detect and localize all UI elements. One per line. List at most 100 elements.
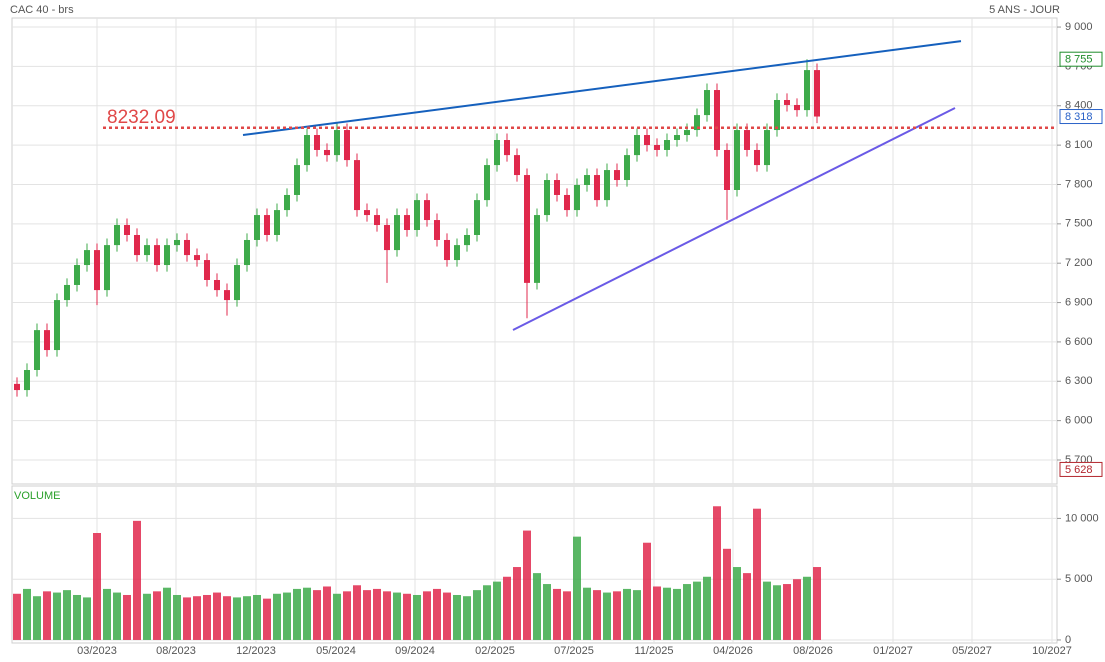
volume-bar [143, 593, 151, 640]
volume-bar [683, 584, 691, 640]
y-tick-label: 9 000 [1065, 21, 1093, 33]
volume-bar [593, 590, 601, 640]
candle-body [564, 194, 570, 211]
volume-bar [483, 585, 491, 640]
chart-title: CAC 40 - brs [10, 4, 74, 16]
candle-body [354, 160, 360, 211]
candle-body [404, 215, 410, 231]
volume-bar [403, 593, 411, 640]
candle-body [14, 383, 20, 391]
volume-bar [773, 585, 781, 640]
candle-body [164, 245, 170, 266]
volume-bar [543, 584, 551, 640]
candle-body [254, 215, 260, 240]
candle-body [124, 225, 130, 235]
volume-bar [273, 593, 281, 640]
candle-body [594, 175, 600, 201]
x-tick-label: 03/2023 [77, 645, 117, 657]
volume-bar [633, 590, 641, 640]
volume-bar [123, 594, 131, 640]
candle-body [734, 130, 740, 190]
x-tick-label: 08/2023 [156, 645, 196, 657]
candle-body [654, 144, 660, 150]
candle-body [264, 215, 270, 235]
trend-line [512, 107, 956, 331]
candle-body [154, 245, 160, 266]
candle-body [414, 200, 420, 231]
candle-body [84, 250, 90, 266]
candle-body [34, 330, 40, 370]
candle-body [644, 135, 650, 145]
volume-bar [463, 596, 471, 640]
candle-body [744, 130, 750, 150]
volume-bar [503, 576, 511, 640]
price-panel [11, 17, 1058, 485]
y-tick-label: 7 800 [1065, 178, 1093, 190]
candle-body [424, 200, 430, 221]
candle-body [664, 140, 670, 150]
x-tick-label: 09/2024 [395, 645, 435, 657]
price-tag [1059, 461, 1103, 477]
candle-body [104, 245, 110, 291]
candle-body [614, 170, 620, 181]
candle-body [374, 215, 380, 226]
candle-body [584, 175, 590, 186]
candle-body [174, 239, 180, 246]
volume-bar [573, 536, 581, 640]
candle-body [534, 215, 540, 283]
candle-body [764, 130, 770, 166]
volume-bar [133, 520, 141, 640]
volume-bar [93, 533, 101, 640]
volume-bar [453, 594, 461, 640]
candle-body [214, 279, 220, 291]
price-tag [1059, 51, 1103, 67]
candle-body [514, 155, 520, 176]
volume-bar [653, 586, 661, 640]
volume-bar [113, 592, 121, 640]
volume-bar [393, 592, 401, 640]
candle-body [384, 225, 390, 251]
volume-bar [283, 592, 291, 640]
price-tag-label: 8 755 [1065, 54, 1093, 66]
candle-body [54, 300, 60, 351]
volume-bar [523, 530, 531, 640]
volume-bar [63, 590, 71, 640]
x-tick-label: 12/2023 [236, 645, 276, 657]
volume-bar [373, 588, 381, 640]
volume-bar [603, 592, 611, 640]
candle-body [304, 135, 310, 166]
x-tick-label: 02/2025 [475, 645, 515, 657]
horizontal-line-label: 8232.09 [107, 107, 176, 128]
candle-body [294, 165, 300, 195]
candle-body [274, 210, 280, 235]
candle-body [554, 180, 560, 195]
x-tick-label: 11/2025 [635, 645, 674, 657]
volume-bar [213, 592, 221, 640]
volume-bar [493, 581, 501, 640]
candle-body [114, 225, 120, 246]
candle-body [94, 250, 100, 291]
candle-body [64, 284, 70, 301]
x-tick-label: 10/2027 [1032, 645, 1072, 657]
volume-bar [753, 508, 761, 640]
y-tick-label: 6 600 [1065, 336, 1093, 348]
volume-bar [713, 506, 721, 640]
volume-bar [413, 594, 421, 640]
volume-bar [793, 579, 801, 640]
volume-bar [303, 587, 311, 640]
volume-bar [13, 593, 21, 640]
candle-body [324, 149, 330, 156]
x-tick-label: 05/2027 [952, 645, 992, 657]
candle-body [144, 245, 150, 256]
x-tick-label: 08/2026 [793, 645, 833, 657]
volume-bar [43, 591, 51, 640]
volume-bar [333, 593, 341, 640]
volume-bar [23, 588, 31, 640]
candle-body [474, 200, 480, 235]
candle-body [364, 210, 370, 216]
candle-body [624, 155, 630, 181]
candle-body [724, 149, 730, 190]
candle-body [284, 194, 290, 211]
volume-bar [703, 576, 711, 640]
candle-body [634, 135, 640, 156]
